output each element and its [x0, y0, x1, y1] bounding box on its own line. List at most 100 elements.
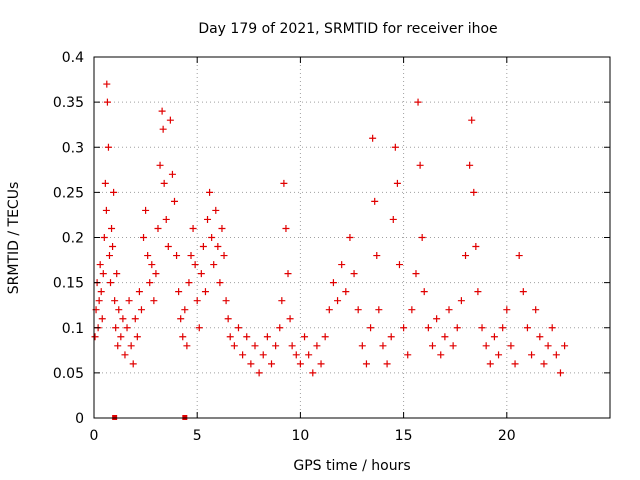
data-point	[125, 297, 133, 305]
data-point	[472, 243, 480, 251]
data-point	[201, 288, 209, 296]
data-point	[135, 288, 143, 296]
data-point	[133, 333, 141, 341]
data-point	[556, 369, 564, 377]
data-point	[457, 297, 465, 305]
data-point	[445, 306, 453, 314]
data-point	[208, 234, 216, 241]
data-point	[239, 351, 247, 359]
data-point	[127, 342, 135, 350]
y-tick-label: 0.05	[53, 366, 84, 382]
y-tick-label: 0.3	[62, 140, 84, 156]
data-point	[490, 333, 498, 341]
y-axis-label: SRMTID / TECUs	[6, 182, 22, 295]
data-point	[408, 306, 416, 314]
data-point	[305, 351, 313, 359]
data-points	[91, 80, 569, 377]
data-point	[166, 116, 174, 124]
data-point	[519, 288, 527, 296]
y-tick-label: 0.25	[53, 185, 84, 201]
data-point	[243, 333, 251, 341]
data-point	[199, 243, 207, 251]
data-point	[466, 161, 474, 169]
x-ticks: 0 5 10 15 20	[90, 57, 516, 444]
data-point	[108, 224, 116, 232]
data-point	[152, 270, 160, 278]
data-point	[346, 234, 354, 241]
data-point	[112, 324, 120, 332]
data-point	[226, 333, 234, 341]
data-point	[284, 270, 292, 278]
data-point	[103, 98, 111, 106]
data-point	[170, 197, 178, 205]
data-point	[515, 252, 523, 260]
data-point	[224, 315, 232, 323]
data-point	[191, 261, 199, 269]
data-point	[259, 351, 267, 359]
data-point	[462, 252, 470, 260]
data-point	[371, 197, 379, 205]
data-point	[414, 98, 422, 106]
data-point	[391, 143, 399, 151]
data-point	[495, 351, 503, 359]
data-point	[123, 324, 131, 332]
y-tick-label: 0.35	[53, 95, 84, 111]
data-point	[154, 224, 162, 232]
data-point	[301, 333, 309, 341]
data-point	[532, 306, 540, 314]
data-point	[131, 315, 139, 323]
data-point	[195, 324, 203, 332]
data-point	[400, 324, 408, 332]
data-point	[164, 243, 172, 251]
y-tick-label: 0.2	[62, 231, 84, 247]
data-point	[548, 324, 556, 332]
data-point	[296, 360, 304, 368]
data-point	[218, 224, 226, 232]
data-point	[313, 342, 321, 350]
data-point	[379, 342, 387, 350]
data-point	[97, 288, 105, 296]
data-point	[220, 252, 228, 260]
data-point	[367, 324, 375, 332]
data-point	[358, 342, 366, 350]
data-point	[373, 252, 381, 260]
data-point	[278, 297, 286, 305]
data-point	[433, 315, 441, 323]
data-point	[148, 261, 156, 269]
data-point	[98, 315, 106, 323]
y-tick-label: 0.4	[62, 50, 84, 66]
data-point	[416, 161, 424, 169]
grid	[94, 57, 610, 418]
data-point	[309, 369, 317, 377]
data-point	[420, 288, 428, 296]
data-point	[109, 243, 117, 251]
data-point	[325, 306, 333, 314]
data-point	[263, 333, 271, 341]
data-point	[212, 206, 220, 214]
data-point	[362, 360, 370, 368]
data-point	[404, 351, 412, 359]
data-point	[428, 342, 436, 350]
data-point	[268, 360, 276, 368]
data-point	[113, 270, 121, 278]
y-tick-label: 0	[75, 411, 84, 427]
data-point	[102, 206, 110, 214]
data-point	[528, 351, 536, 359]
data-point	[540, 360, 548, 368]
data-point	[111, 297, 119, 305]
data-point	[561, 342, 569, 350]
data-point	[142, 206, 150, 214]
data-point	[350, 270, 358, 278]
data-point	[354, 306, 362, 314]
data-point	[160, 179, 168, 187]
data-point	[393, 179, 401, 187]
data-point	[418, 234, 426, 241]
data-point	[144, 252, 152, 260]
data-point	[96, 261, 104, 269]
x-tick-label: 10	[291, 428, 309, 444]
data-point	[482, 342, 490, 350]
data-point	[206, 188, 214, 196]
data-point	[288, 342, 296, 350]
